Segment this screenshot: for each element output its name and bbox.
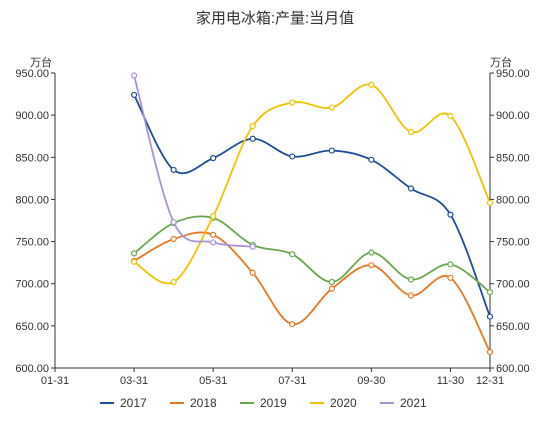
data-point-2018 [249, 269, 256, 276]
data-point-2019 [289, 251, 296, 258]
series-lines [130, 72, 494, 356]
data-point-2020 [210, 213, 217, 220]
left-y-ticks: 600.00 650.00 700.00 750.00 800.00 850.00 900.… [15, 68, 55, 375]
data-point-2018 [328, 285, 335, 292]
data-point-2019 [407, 276, 415, 283]
data-point-2017 [407, 185, 415, 192]
x-tick-label: 05-31 [199, 375, 227, 387]
data-point-2017 [210, 155, 217, 162]
data-point-2019 [130, 250, 138, 257]
data-point-2018 [407, 292, 415, 299]
x-tick-label: 01-31 [41, 375, 69, 387]
left-y-tick-label: 950.00 [15, 68, 49, 80]
data-point-2019 [447, 261, 454, 268]
data-point-2017 [447, 211, 454, 218]
left-y-tick-label: 900.00 [15, 110, 49, 122]
data-point-2019 [486, 289, 494, 296]
data-point-2017 [249, 135, 256, 142]
series-line-2017 [133, 94, 491, 317]
legend-label: 2021 [400, 396, 427, 410]
data-point-2021 [249, 243, 256, 250]
legend-item-2018: 2018 [170, 396, 217, 410]
series-line-2021 [133, 75, 253, 248]
data-point-2017 [170, 166, 177, 174]
data-point-2018 [170, 235, 177, 243]
legend-item-2017: 2017 [100, 396, 147, 410]
right-y-ticks: 600.00 650.00 700.00 750.00 800.00 850.00 900.… [490, 68, 530, 375]
legend-item-2020: 2020 [310, 396, 357, 410]
data-point-2021 [170, 219, 177, 226]
legend-item-2019: 2019 [240, 396, 287, 410]
x-tick-label: 11-30 [437, 375, 464, 387]
series-2018 [130, 231, 494, 356]
legend: 2017 2018 2019 2020 2021 [100, 396, 427, 410]
right-y-tick-label: 800.00 [496, 194, 530, 206]
series-2019 [130, 214, 494, 296]
x-ticks: 01-31 03-31 05-31 07-31 09-30 11-30 12-31 [41, 368, 504, 387]
data-point-2021 [130, 72, 138, 79]
data-point-2018 [368, 262, 375, 269]
left-y-tick-label: 750.00 [15, 237, 49, 249]
legend-label: 2019 [260, 396, 287, 410]
legend-label: 2020 [330, 396, 357, 410]
data-point-2017 [130, 91, 138, 99]
data-point-2017 [289, 153, 296, 160]
data-point-2020 [447, 112, 454, 120]
data-point-2020 [368, 81, 375, 88]
data-point-2018 [447, 274, 454, 281]
legend-label: 2017 [120, 396, 147, 410]
legend-item-2021: 2021 [380, 396, 427, 410]
left-y-tick-label: 700.00 [15, 279, 49, 291]
series-2020 [130, 81, 494, 286]
data-point-2020 [407, 128, 415, 136]
series-line-2020 [133, 83, 491, 285]
data-point-2018 [210, 231, 217, 238]
series-line-2019 [133, 215, 491, 293]
right-y-tick-label: 700.00 [496, 279, 530, 291]
data-point-2020 [328, 104, 335, 111]
left-y-tick-label: 600.00 [15, 363, 49, 375]
data-point-2017 [328, 147, 335, 154]
legend-label: 2018 [190, 396, 217, 410]
series-2017 [130, 91, 494, 320]
chart-title: 家用电冰箱:产量:当月值 [196, 10, 354, 27]
data-point-2020 [289, 99, 296, 106]
right-y-tick-label: 750.00 [496, 237, 530, 249]
data-point-2021 [210, 239, 217, 246]
x-tick-label: 12-31 [476, 375, 504, 387]
left-y-tick-label: 650.00 [15, 321, 49, 333]
data-point-2017 [368, 156, 375, 163]
right-y-tick-label: 900.00 [496, 110, 530, 122]
left-axis-unit: 万台 [30, 55, 52, 69]
right-y-tick-label: 650.00 [496, 321, 530, 333]
x-tick-label: 03-31 [120, 375, 148, 387]
left-y-tick-label: 850.00 [15, 152, 49, 164]
right-y-tick-label: 600.00 [496, 363, 530, 375]
data-point-2019 [368, 249, 375, 256]
series-2021 [130, 72, 256, 250]
x-tick-label: 09-30 [357, 375, 385, 387]
data-point-2018 [289, 321, 296, 328]
data-point-2020 [249, 122, 256, 130]
data-point-2020 [130, 258, 138, 265]
x-tick-label: 07-31 [278, 375, 306, 387]
left-y-tick-label: 800.00 [15, 194, 49, 206]
data-point-2020 [170, 278, 177, 286]
right-axis-unit: 万台 [490, 55, 512, 69]
data-point-2020 [486, 199, 494, 206]
right-y-tick-label: 950.00 [496, 68, 530, 80]
data-point-2019 [328, 278, 335, 286]
series-line-2018 [133, 231, 491, 353]
right-y-tick-label: 850.00 [496, 152, 530, 164]
data-point-2017 [486, 313, 494, 320]
data-point-2018 [486, 348, 494, 356]
